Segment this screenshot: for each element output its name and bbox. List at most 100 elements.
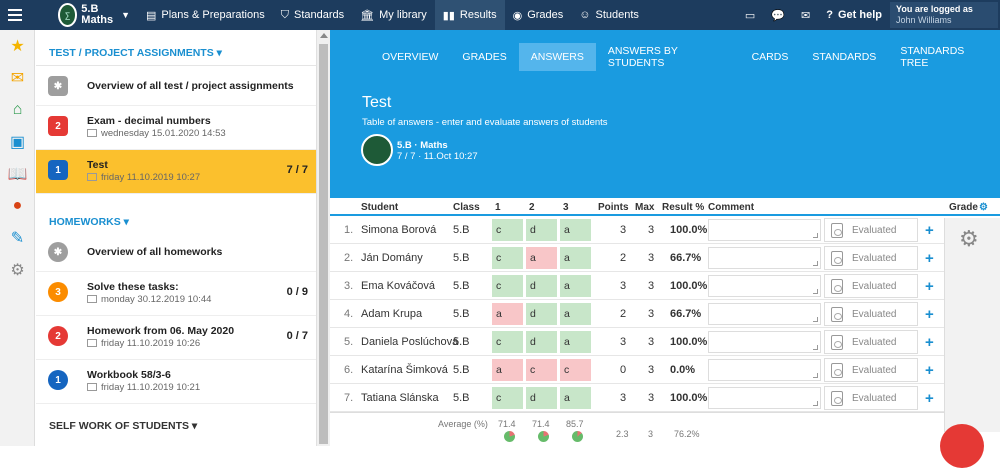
answer-cell[interactable]: d <box>526 387 557 409</box>
answer-cell[interactable]: d <box>526 303 557 325</box>
evaluated-status[interactable]: Evaluated <box>824 274 918 298</box>
student-name: Katarína Šimková <box>361 364 448 376</box>
tab-grades[interactable]: GRADES <box>462 51 507 63</box>
chat-bubble-icon[interactable]: 💬 <box>771 9 786 22</box>
answer-cell[interactable]: a <box>560 303 591 325</box>
answer-cell[interactable]: a <box>492 303 523 325</box>
tab-overview[interactable]: OVERVIEW <box>382 51 439 63</box>
open-book-icon[interactable]: 📖 <box>7 166 28 183</box>
add-grade-button[interactable]: + <box>925 250 934 267</box>
gear-icon[interactable]: ⚙ <box>10 262 25 279</box>
answer-cell[interactable]: c <box>526 359 557 381</box>
answer-cell[interactable]: c <box>492 247 523 269</box>
list-item-homework[interactable]: 2 Homework from 06. May 2020 friday 11.1… <box>36 316 316 360</box>
list-item-assignment[interactable]: 2 Exam - decimal numbers wednesday 15.01… <box>36 106 316 150</box>
tab-answers[interactable]: ANSWERS <box>518 43 596 71</box>
nav-results[interactable]: ▮▮ Results <box>434 0 505 30</box>
nav-grades[interactable]: ◉ Grades <box>505 0 572 30</box>
comment-field[interactable] <box>708 331 821 353</box>
star-icon[interactable]: ★ <box>10 38 25 55</box>
chat-icon[interactable]: ● <box>12 197 23 214</box>
answer-cell[interactable]: a <box>560 219 591 241</box>
class-switcher[interactable]: ∑ 5.B Maths ▼ <box>30 0 130 30</box>
hero-class-line: 5.B · Maths <box>397 140 448 151</box>
answer-cell[interactable]: c <box>492 219 523 241</box>
answer-cell[interactable]: a <box>560 247 591 269</box>
overview-homeworks[interactable]: ✱ Overview of all homeworks <box>36 232 316 272</box>
add-grade-button[interactable]: + <box>925 362 934 379</box>
answer-cell[interactable]: d <box>526 275 557 297</box>
list-item-homework[interactable]: 3 Solve these tasks: monday 30.12.2019 1… <box>36 272 316 316</box>
nav-standards[interactable]: ⛉ Standards <box>273 0 352 30</box>
submission-count: 0 / 9 <box>286 286 308 298</box>
evaluated-status[interactable]: Evaluated <box>824 302 918 326</box>
scroll-thumb[interactable] <box>319 44 328 444</box>
answer-cell[interactable]: a <box>492 359 523 381</box>
book-icon[interactable]: ▣ <box>9 134 26 151</box>
list-item-homework[interactable]: 1 Workbook 58/3-6 friday 11.10.2019 10:2… <box>36 360 316 404</box>
user-name: John Williams <box>896 15 952 25</box>
add-grade-button[interactable]: + <box>925 222 934 239</box>
sidebar-scrollbar[interactable] <box>316 30 330 446</box>
answer-cell[interactable]: a <box>560 275 591 297</box>
answer-cell[interactable]: c <box>492 387 523 409</box>
section-self-work-header[interactable]: SELF WORK OF STUDENTS ▾ <box>49 420 198 432</box>
tab-standards-tree[interactable]: STANDARDS TREE <box>900 45 965 69</box>
pie-chart-icon <box>572 431 583 442</box>
cast-icon[interactable]: ▭ <box>744 9 756 22</box>
overview-assignments[interactable]: ✱ Overview of all test / project assignm… <box>36 66 316 106</box>
evaluated-status[interactable]: Evaluated <box>824 218 918 242</box>
add-grade-button[interactable]: + <box>925 390 934 407</box>
section-homeworks-header[interactable]: HOMEWORKS ▾ <box>49 216 129 228</box>
tab-standards[interactable]: STANDARDS <box>812 51 877 63</box>
help-button[interactable]: ? Get help <box>818 0 890 30</box>
row-number: 3. <box>344 280 354 292</box>
add-grade-button[interactable]: + <box>925 306 934 323</box>
nav-plans[interactable]: ▤ Plans & Preparations <box>138 0 273 30</box>
scroll-up-arrow[interactable] <box>320 33 328 38</box>
comment-field[interactable] <box>708 247 821 269</box>
pen-icon[interactable]: ✎ <box>10 230 25 247</box>
student-name: Simona Borová <box>361 224 437 236</box>
average-row: Average (%) 71.4 71.4 85.7 2.3 3 76.2% <box>330 412 1000 452</box>
comment-field[interactable] <box>708 219 821 241</box>
answer-cell[interactable]: a <box>526 247 557 269</box>
comment-field[interactable] <box>708 359 821 381</box>
plans-icon: ▤ <box>146 9 157 22</box>
answer-cell[interactable]: d <box>526 219 557 241</box>
add-grade-button[interactable]: + <box>925 278 934 295</box>
answer-cell[interactable]: c <box>560 359 591 381</box>
student-name: Ján Domány <box>361 252 423 264</box>
mail-icon[interactable]: ✉ <box>801 9 811 22</box>
comment-field[interactable] <box>708 387 821 409</box>
gear-icon[interactable]: ⚙ <box>979 202 988 213</box>
assignment-badge: 2 <box>48 116 68 136</box>
tab-cards[interactable]: CARDS <box>751 51 789 63</box>
tab-answers-by-students[interactable]: ANSWERS BY STUDENTS <box>607 45 678 69</box>
hamburger-icon[interactable] <box>0 0 30 30</box>
section-assignments-header[interactable]: TEST / PROJECT ASSIGNMENTS ▾ <box>36 30 316 66</box>
user-menu[interactable]: You are logged as John Williams <box>890 2 998 28</box>
logged-label: You are logged as <box>896 4 973 14</box>
home-icon[interactable]: ⌂ <box>12 101 23 118</box>
nav-library[interactable]: 🏛 My library <box>352 0 435 30</box>
answer-cell[interactable]: a <box>560 331 591 353</box>
evaluated-status[interactable]: Evaluated <box>824 330 918 354</box>
floating-action-button[interactable] <box>940 424 984 468</box>
answer-cell[interactable]: c <box>492 331 523 353</box>
evaluated-status[interactable]: Evaluated <box>824 358 918 382</box>
nav-students[interactable]: ☺ Students <box>571 0 647 30</box>
answer-cell[interactable]: d <box>526 331 557 353</box>
resize-handle-icon <box>813 345 818 350</box>
comment-field[interactable] <box>708 275 821 297</box>
comment-field[interactable] <box>708 303 821 325</box>
list-item-assignment-selected[interactable]: 1 Test friday 11.10.2019 10:27 7 / 7 <box>36 150 316 194</box>
envelope-icon[interactable]: ✉ <box>10 70 25 87</box>
add-grade-button[interactable]: + <box>925 334 934 351</box>
answer-cell[interactable]: c <box>492 275 523 297</box>
hero-meta-line: 7 / 7 · 11.Oct 10:27 <box>397 151 478 162</box>
answer-cell[interactable]: a <box>560 387 591 409</box>
evaluated-status[interactable]: Evaluated <box>824 246 918 270</box>
gear-icon[interactable]: ⚙ <box>959 226 979 251</box>
evaluated-status[interactable]: Evaluated <box>824 386 918 410</box>
